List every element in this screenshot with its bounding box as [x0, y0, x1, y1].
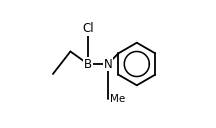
Text: Cl: Cl	[82, 22, 94, 35]
Text: Me: Me	[110, 94, 125, 104]
Text: B: B	[84, 57, 92, 71]
Text: N: N	[104, 57, 112, 71]
